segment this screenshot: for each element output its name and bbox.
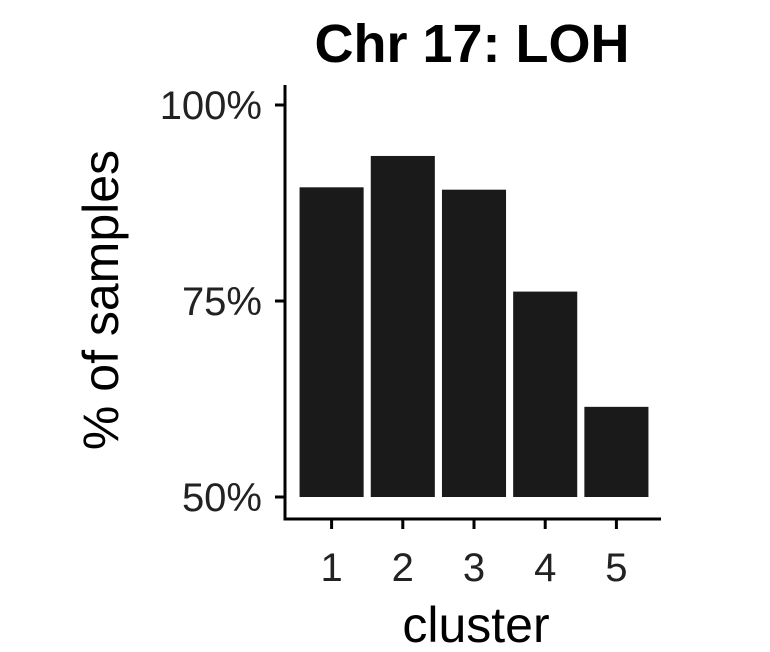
y-tick-label-100: 100%	[160, 84, 262, 128]
bar-cluster-5	[584, 406, 649, 497]
x-tick-label-1: 1	[320, 546, 342, 590]
bars-group	[299, 155, 649, 497]
chart-title: Chr 17: LOH	[314, 14, 629, 74]
x-axis-title: cluster	[402, 597, 549, 652]
y-axis-title: % of samples	[73, 150, 129, 450]
bar-cluster-1	[299, 187, 364, 497]
x-tick-label-2: 2	[392, 546, 414, 590]
x-tick-label-3: 3	[463, 546, 485, 590]
bar-cluster-2	[370, 155, 435, 497]
bar-cluster-4	[513, 291, 578, 497]
x-axis-ticks: 1 2 3 4 5	[320, 519, 628, 590]
y-tick-label-75: 75%	[182, 280, 262, 324]
y-tick-label-50: 50%	[182, 476, 262, 520]
x-tick-label-5: 5	[605, 546, 627, 590]
bar-cluster-3	[441, 189, 507, 497]
x-tick-label-4: 4	[534, 546, 556, 590]
y-axis-ticks: 50% 75% 100%	[160, 84, 285, 520]
